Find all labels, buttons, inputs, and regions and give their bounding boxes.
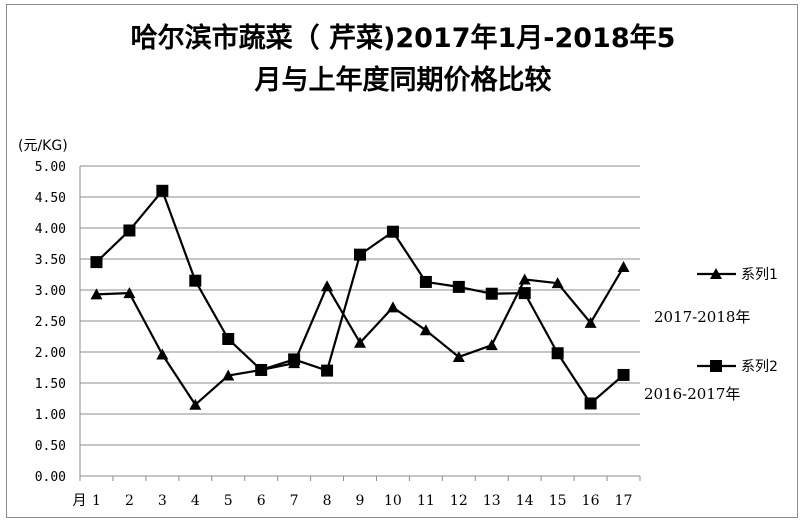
- data-point-系列2-13: [485, 287, 498, 300]
- data-point-系列2-3: [156, 184, 169, 197]
- data-point-系列2-4: [189, 274, 202, 287]
- x-tick-label-3: 3: [158, 493, 167, 509]
- y-tick-label-4.50: 4.50: [35, 191, 66, 206]
- x-tick-label-11: 11: [417, 493, 435, 509]
- x-tick-label-15: 15: [549, 493, 567, 509]
- legend-marker-系列2: [710, 360, 722, 372]
- x-tick-label-5: 5: [224, 493, 233, 509]
- x-tick-label-6: 6: [257, 493, 266, 509]
- x-tick-label-8: 8: [323, 493, 332, 509]
- series-line-系列2: [95, 189, 625, 405]
- y-tick-label-2.00: 2.00: [35, 346, 66, 361]
- data-point-系列1-1: [90, 288, 103, 300]
- series-line-系列1: [96, 266, 625, 406]
- data-point-系列2-7: [288, 353, 301, 366]
- data-point-系列1-16: [584, 316, 597, 328]
- x-tick-label-10: 10: [384, 493, 402, 509]
- y-tick-label-5.00: 5.00: [35, 160, 66, 175]
- y-tick-label-1.50: 1.50: [35, 377, 66, 392]
- chart-frame: [6, 4, 798, 518]
- x-tick-label-2: 2: [125, 493, 134, 509]
- data-point-系列1-15: [551, 277, 564, 289]
- data-point-系列2-17: [617, 368, 630, 381]
- data-point-系列2-9: [354, 248, 366, 261]
- x-tick-label-13: 13: [483, 493, 501, 509]
- x-tick-label-4: 4: [191, 493, 200, 509]
- y-tick-label-0.00: 0.00: [35, 470, 66, 485]
- series-markers: [90, 184, 630, 410]
- legend-marker-系列1: [710, 268, 722, 279]
- legend-label-系列2: 系列2: [741, 359, 778, 375]
- data-point-系列2-12: [452, 280, 465, 293]
- y-tick-label-1.00: 1.00: [35, 408, 66, 423]
- data-point-系列2-1: [90, 256, 103, 269]
- x-tick-label-9: 9: [356, 493, 365, 509]
- data-point-系列1-8: [321, 280, 334, 292]
- data-point-系列1-10: [386, 301, 399, 313]
- y-tick-label-0.50: 0.50: [35, 439, 66, 454]
- y-tick-label-3.50: 3.50: [35, 253, 66, 268]
- data-point-系列1-11: [419, 324, 432, 336]
- period-label-系列2: 2016-2017年: [644, 385, 740, 403]
- x-tick-label-14: 14: [516, 493, 534, 509]
- data-point-系列2-11: [419, 275, 432, 288]
- legend-label-系列1: 系列1: [741, 267, 778, 283]
- y-tick-label-3.00: 3.00: [35, 284, 66, 299]
- y-axis-unit-label: (元/KG): [18, 138, 68, 154]
- data-point-系列2-14: [518, 287, 531, 300]
- data-point-系列2-8: [321, 364, 334, 377]
- y-tick-label-4.00: 4.00: [35, 222, 66, 237]
- data-point-系列1-12: [452, 350, 465, 362]
- x-tick-label-17: 17: [615, 493, 633, 509]
- y-tick-label-2.50: 2.50: [35, 315, 66, 330]
- data-point-系列2-16: [584, 397, 597, 410]
- period-label-系列1: 2017-2018年: [654, 308, 750, 326]
- data-point-系列1-3: [156, 348, 169, 360]
- data-point-系列2-5: [222, 332, 235, 345]
- x-tick-label-7: 7: [290, 493, 299, 509]
- chart-title-line2: 月与上年度同期价格比较: [254, 65, 552, 96]
- tick-labels: 0.00 0.50 1.00 1.50 2.00 2.50 3.00 3.50 4.00 4.50…: [35, 160, 633, 509]
- data-point-系列1-17: [617, 261, 630, 273]
- data-point-系列1-5: [222, 369, 235, 381]
- data-point-系列1-13: [485, 339, 498, 351]
- x-tick-label-1: 1: [92, 493, 101, 509]
- x-axis-prefix-label: 月: [72, 493, 86, 509]
- grid-lines: [80, 165, 640, 446]
- data-point-系列1-14: [518, 273, 531, 285]
- data-point-系列1-9: [354, 336, 366, 348]
- chart-title: 哈尔滨市蔬菜（ 芹菜)2017年1月-2018年5 月与上年度同期价格比较: [0, 18, 806, 102]
- data-point-系列2-2: [123, 224, 136, 237]
- series-lines: [95, 189, 625, 406]
- chart-title-line1: 哈尔滨市蔬菜（ 芹菜)2017年1月-2018年5: [130, 23, 676, 54]
- data-point-系列1-4: [189, 398, 202, 410]
- x-tick-label-12: 12: [450, 493, 468, 509]
- data-point-系列2-6: [255, 363, 268, 376]
- data-point-系列2-10: [386, 225, 399, 238]
- data-point-系列2-15: [551, 347, 564, 360]
- data-point-系列1-2: [123, 287, 136, 299]
- axes: [79, 166, 641, 481]
- x-tick-label-16: 16: [582, 493, 600, 509]
